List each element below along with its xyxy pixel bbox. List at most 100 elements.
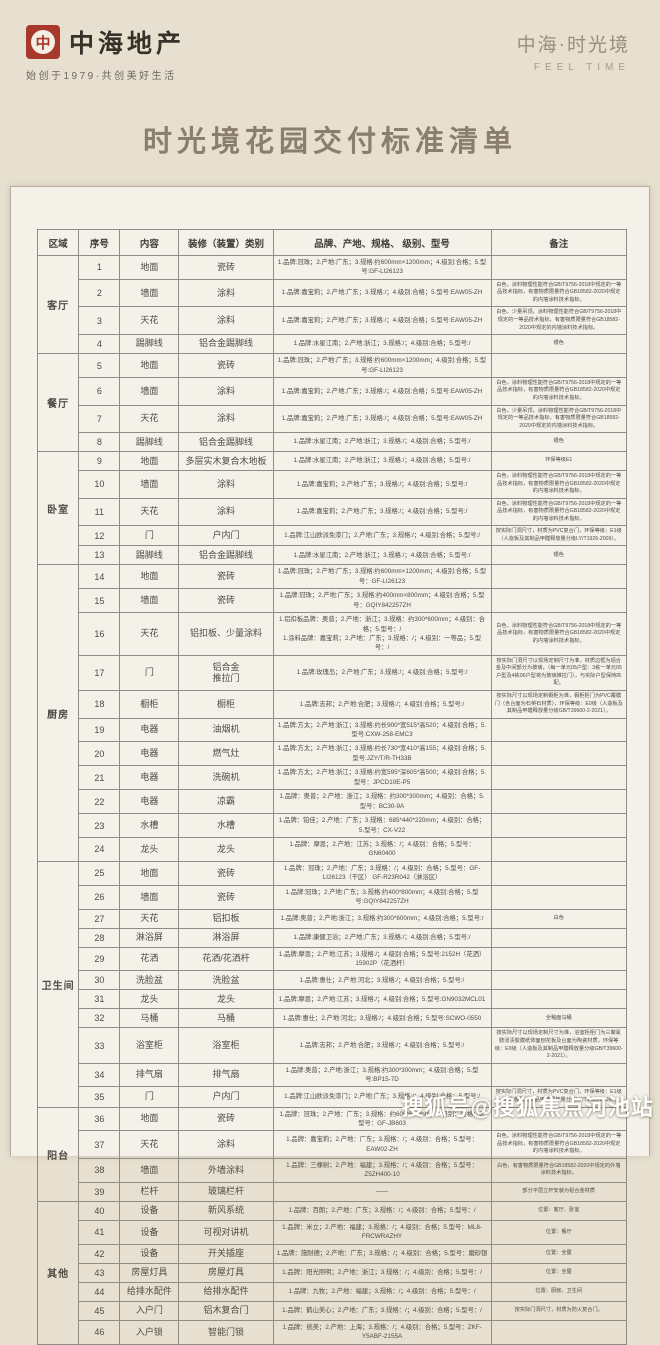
category-cell: 花洒/花洒杆 (178, 946, 274, 972)
spec-cell: 1.品牌：摩恩；2.产地：江苏；3.规格：/；4.级别：合格；5.型号：GN60… (272, 836, 492, 862)
category-cell: 涂料 (178, 470, 274, 499)
spec-cell: 1.品牌:水星江南；2.产地:浙江；3.规格:/；4.级别:合格；5.型号:/ (272, 334, 492, 355)
spec-cell: 1.品牌:嘉宝莉；2.产地:广东；3.规格:/；4.级别:合格；5.型号:EAW… (272, 306, 492, 336)
spec-cell: 1.品牌:嘉宝莉；2.产地:广东；3.规格:/；4.级别:合格；5.型号:EAW… (272, 278, 492, 308)
remark-cell: 白色，有害物质限量符合GB18582-2020中规定的外墙涂料技术指标。 (490, 1158, 627, 1183)
remark-cell: 位置：全屋 (490, 1243, 627, 1264)
category-cell: 浴室柜 (178, 1027, 274, 1064)
remark-cell: 银色 (490, 334, 627, 355)
index-cell: 7 (78, 404, 121, 434)
spec-cell: 1.品牌:嘉宝莉；2.产地:广东；3.规格:/；4.级别:合格；5.型号:/ (272, 470, 492, 499)
table-row: 7 天花 涂料 1.品牌:嘉宝莉；2.产地:广东；3.规格:/；4.级别:合格；5.型… (38, 404, 627, 434)
category-cell: 智能门锁 (178, 1319, 274, 1345)
content-cell: 马桶 (119, 1008, 180, 1029)
area-cell: 卫生间 (36, 860, 80, 1108)
table-row: 24 龙头 龙头 1.品牌：摩恩；2.产地：江苏；3.规格：/；4.级别：合格；5.型… (38, 836, 627, 862)
index-cell: 26 (78, 884, 121, 910)
watermark-text: 搜狐号@搜狐焦点河池站 (401, 1095, 654, 1120)
category-cell: 房屋灯具 (178, 1262, 274, 1283)
brand-name: 中海地产 (69, 31, 186, 58)
content-cell: 地面 (119, 255, 180, 280)
index-cell: 8 (78, 432, 121, 453)
index-cell: 21 (78, 765, 121, 791)
table-row: 13 踢脚线 铝合金踢脚线 1.品牌:水星江南；2.产地:浙江；3.规格:/；4.级别… (38, 545, 627, 566)
category-cell: 燃气灶 (178, 741, 274, 767)
index-cell: 46 (78, 1319, 121, 1345)
remark-cell: 部分平层立杆安装为铝合金材质 (490, 1181, 627, 1202)
remark-cell: 白色，涂料物理性能符合GB/T9756-2018中规定的一等品技术指标，有害物质… (490, 376, 627, 406)
remark-cell: 白色，涂料物理性能符合GB/T9756-2018中规定的一等品技术指标，有害物质… (490, 497, 627, 527)
category-cell: 涂料 (178, 404, 274, 434)
spec-cell: 1.品牌:方太；2.产地:浙江；3.规格:约长900*宽515*高520；4.级… (272, 717, 492, 743)
index-cell: 3 (78, 306, 121, 336)
remark-cell: 白色，少量吊顶，涂料物理性能符合GB/T9756-2018中规定的一等品技术指标… (490, 306, 627, 336)
table-row: 18 橱柜 橱柜 1.品牌:志邦；2.产地:合肥；3.规格:/；4.级别:合格；5.型… (38, 690, 627, 719)
remark-cell: 白色，少量吊顶，涂料物理性能符合GB/T9756-2018中规定的一等品技术指标… (490, 404, 627, 434)
spec-cell: 1.品牌:江山欧派免漆门；2.产地:广东；3.规格:/；4.级别:合格；5.型号… (272, 1086, 492, 1108)
remark-cell: 银色 (490, 545, 627, 566)
index-cell: 22 (78, 789, 121, 815)
index-cell: 19 (78, 717, 121, 743)
table-row: 23 水槽 水槽 1.品牌：铂佳；2.产地：广东；3.规格：685*440*220mm… (38, 813, 627, 838)
table-row: 38 墙面 外墙涂料 1.品牌：三棵树；2.产地：福建；3.规格：/；4.级别：合格；… (38, 1158, 627, 1183)
remark-cell: 位置：餐厅 (490, 1219, 627, 1245)
content-cell: 地面 (119, 860, 180, 886)
category-cell: 给排水配件 (178, 1281, 274, 1302)
spec-cell: 1.品牌：三棵树；2.产地：福建；3.规格：/；4.级别：合格；5.型号：Z5Z… (272, 1158, 492, 1183)
spec-cell: 1.品牌:江山欧派免漆门；2.产地:广东；3.规格:/；4.级别:合格；5.型号… (272, 525, 492, 547)
table-row: 4 踢脚线 铝合金踢脚线 1.品牌:水星江南；2.产地:浙江；3.规格:/；4.级别:… (38, 334, 627, 355)
remark-cell (490, 970, 627, 991)
area-cell: 餐厅 (36, 353, 80, 453)
category-cell: 铝扣板 (178, 908, 274, 929)
content-cell: 踢脚线 (119, 432, 180, 453)
content-cell: 地面 (119, 353, 180, 378)
spec-cell: 1.品牌:摩恩；2.产地:江苏；3.规格:/；4.级别:合格；5.型号:2152… (272, 946, 492, 972)
index-cell: 25 (78, 860, 121, 886)
remark-cell: 位置：客厅、卧室 (490, 1200, 627, 1221)
category-cell: 开关插座 (178, 1243, 274, 1264)
spec-cell: 1.品牌：百朗；2.产地：广东；3.规格：/；4.级别：合格；5.型号：/ (272, 1200, 492, 1221)
index-cell: 30 (78, 970, 121, 991)
remark-cell (490, 927, 627, 948)
remark-cell: 按实际门洞尺寸，材质为PVC复合门，环保等级：E1级（人造板及其制品甲醛释放量分… (490, 525, 627, 547)
index-cell: 37 (78, 1130, 121, 1159)
category-cell: 铝合金踢脚线 (178, 334, 274, 355)
category-cell: 涂料 (178, 376, 274, 406)
spec-cell: 1.品牌:志邦；2.产地:合肥；3.规格:/；4.级别:合格；5.型号:/ (272, 1027, 492, 1064)
table-row: 餐厅 5 地面 瓷砖 1.品牌:冠珠；2.产地:广东；3.规格:约600mm×1200m… (36, 353, 627, 453)
table-row: 44 给排水配件 给排水配件 1.品牌：九牧；2.产地：福建；3.规格：/；4.级别：… (38, 1281, 627, 1302)
spec-cell: 1.品牌:冠珠；2.产地:广东；3.规格:约600mm×1200mm；4.级别:… (272, 564, 492, 590)
category-cell: 水槽 (178, 813, 274, 838)
table-row: 厨房 14 地面 瓷砖 1.品牌:冠珠；2.产地:广东；3.规格:约600mm×1200… (36, 564, 627, 862)
spec-cell: 1.铝扣板品牌：奥普；2.产地：浙江；3.规格：约300*600mm；4.级别：… (272, 612, 492, 656)
index-cell: 28 (78, 927, 121, 948)
category-cell: 可视对讲机 (178, 1219, 274, 1245)
remark-cell (490, 836, 627, 862)
spec-cell: 1.品牌:惠仕；2.产地:河北；3.规格:/；4.级别:合格；5.型号:SCWO… (272, 1008, 492, 1029)
spec-cell: 1.品牌:奥普；2.产地:浙江；3.规格:约300*300mm；4.级别:合格；… (272, 1062, 492, 1088)
content-cell: 墙面 (119, 588, 180, 614)
table-row: 42 设备 开关插座 1.品牌：施耐德；2.产地：广东；3.规格：/；4.级别：合格；… (38, 1243, 627, 1264)
remark-cell: 白色，涂料物理性能符合GB/T9756-2018中规定的一等品技术指标，有害物质… (490, 1130, 627, 1159)
table-paper: 区域 序号 内容 装修（装置）类别 品牌、产地、规格、 级别、型号 备注 客厅 1 地面 瓷砖 1… (10, 186, 650, 1345)
table-row: 22 电器 凉霸 1.品牌：奥普；2.产地：浙江；3.规格：约300*300mm；4.… (38, 789, 627, 815)
content-cell: 橱柜 (119, 690, 180, 719)
index-cell: 4 (78, 334, 121, 355)
category-cell: 铝扣板、少量涂料 (178, 612, 274, 656)
index-cell: 42 (78, 1243, 121, 1264)
content-cell: 天花 (119, 612, 180, 656)
zhonghai-seal-logo-icon: 中 (26, 25, 60, 59)
area-cell: 厨房 (36, 564, 80, 862)
column-header: 装修（装置）类别 (178, 229, 274, 256)
spec-cell: 1.品牌:冠珠；2.产地:广东；3.规格:约600mm×1200mm；4.级别:… (272, 255, 492, 280)
table-row: 46 入户锁 智能门锁 1.品牌：统美；2.产地：上海；3.规格：/；4.级别：合格；… (38, 1319, 627, 1345)
index-cell: 11 (78, 497, 121, 527)
content-cell: 设备 (119, 1243, 180, 1264)
content-cell: 电器 (119, 741, 180, 767)
remark-cell: 位置：厨房、卫生间 (490, 1281, 627, 1302)
index-cell: 39 (78, 1181, 121, 1202)
area-cell: 客厅 (36, 254, 80, 355)
remark-cell (490, 717, 627, 743)
remark-cell: 按实际尺寸以现场定制尺寸为准，浴室柜柜门为三聚氰胺浸渍胶膜纸饰面刨花板及台面为陶… (490, 1027, 627, 1064)
content-cell: 踢脚线 (119, 545, 180, 566)
